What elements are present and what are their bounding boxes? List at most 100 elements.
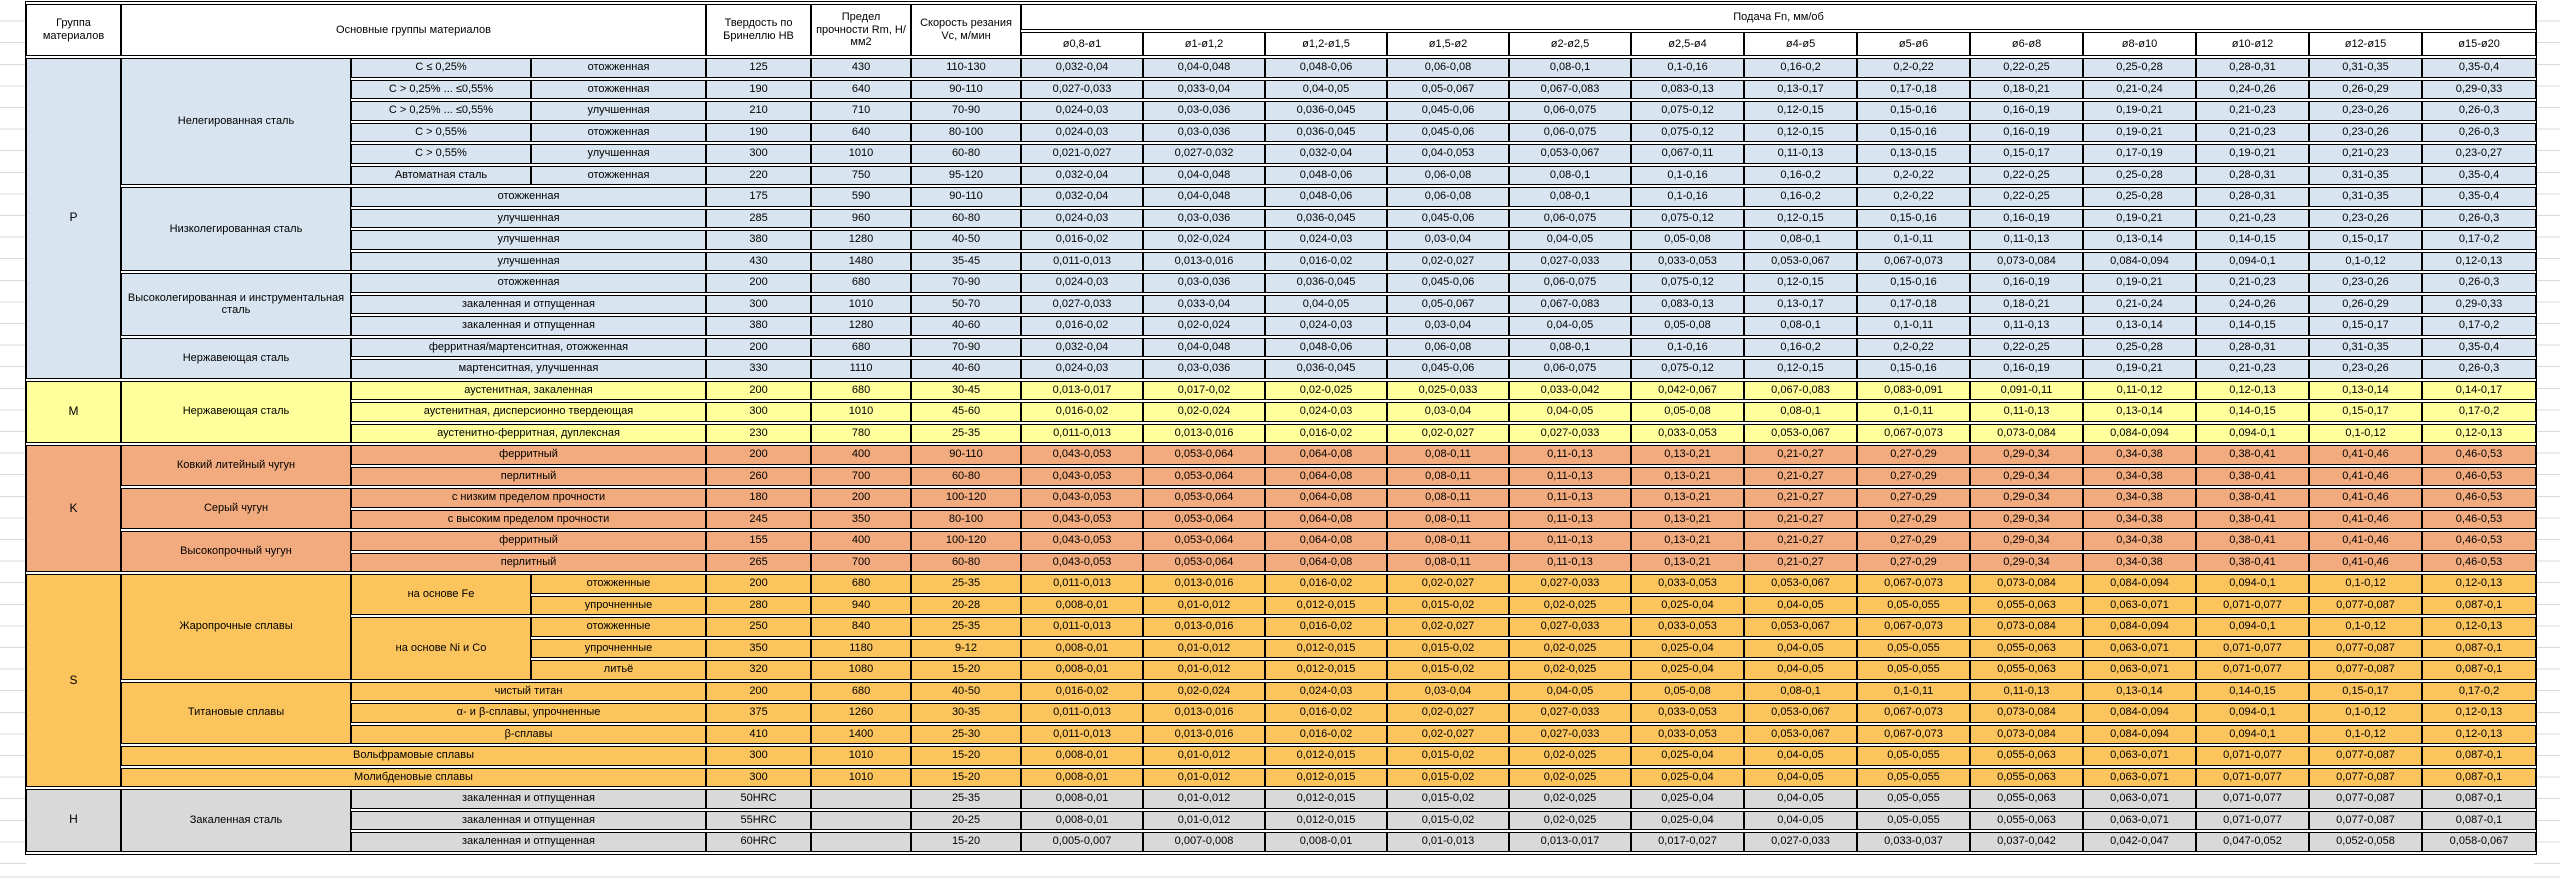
feed-value-cell: 0,043-0,053 — [1021, 531, 1144, 551]
feed-value-cell: 0,043-0,053 — [1021, 552, 1144, 572]
feed-value-cell: 0,024-0,03 — [1265, 681, 1388, 701]
material-sub-cell: аустенитная, дисперсионно твердеющая — [351, 402, 707, 422]
header-diameter-range: ø4-ø5 — [1744, 32, 1858, 56]
feed-value-cell: 0,053-0,067 — [1744, 423, 1858, 443]
feed-value-cell: 0,05-0,067 — [1387, 79, 1510, 99]
feed-value-cell: 0,04-0,05 — [1744, 595, 1858, 615]
feed-value-cell: 0,46-0,53 — [2422, 509, 2537, 529]
feed-value-cell: 0,071-0,077 — [2196, 638, 2310, 658]
feed-value-cell: 0,032-0,04 — [1021, 187, 1144, 207]
feed-value-cell: 0,22-0,25 — [1970, 58, 2084, 78]
strength-cell: 400 — [811, 531, 912, 551]
feed-value-cell: 0,094-0,1 — [2196, 703, 2310, 723]
header-material-group: Группа материалов — [26, 4, 121, 56]
speed-cell: 15-20 — [911, 832, 1022, 852]
feed-value-cell: 0,063-0,071 — [2083, 746, 2197, 766]
feed-value-cell: 0,033-0,042 — [1509, 380, 1632, 400]
feed-value-cell: 0,17-0,2 — [2422, 316, 2537, 336]
feed-value-cell: 0,063-0,071 — [2083, 810, 2197, 830]
material-block-name-cell: Молибденовые сплавы — [121, 767, 707, 787]
feed-value-cell: 0,03-0,036 — [1143, 101, 1266, 121]
feed-value-cell: 0,027-0,033 — [1021, 79, 1144, 99]
feed-value-cell: 0,27-0,29 — [1857, 531, 1971, 551]
feed-value-cell: 0,04-0,048 — [1143, 337, 1266, 357]
feed-value-cell: 0,013-0,016 — [1143, 574, 1266, 594]
feed-value-cell: 0,13-0,14 — [2083, 402, 2197, 422]
feed-value-cell: 0,16-0,2 — [1744, 165, 1858, 185]
strength-cell: 430 — [811, 58, 912, 78]
feed-value-cell: 0,008-0,01 — [1265, 832, 1388, 852]
strength-cell: 1110 — [811, 359, 912, 379]
material-sub-cell: C > 0,25% ... ≤0,55% — [351, 101, 531, 121]
speed-cell: 60-80 — [911, 144, 1022, 164]
feed-value-cell: 0,06-0,08 — [1387, 187, 1510, 207]
speed-cell: 40-50 — [911, 681, 1022, 701]
feed-value-cell: 0,14-0,15 — [2196, 316, 2310, 336]
header-diameter-range: ø5-ø6 — [1857, 32, 1971, 56]
feed-value-cell: 0,077-0,087 — [2309, 595, 2423, 615]
feed-value-cell: 0,28-0,31 — [2196, 165, 2310, 185]
feed-value-cell: 0,04-0,05 — [1509, 681, 1632, 701]
group-code-cell-S: S — [26, 574, 121, 787]
feed-value-cell: 0,045-0,06 — [1387, 208, 1510, 228]
feed-value-cell: 0,016-0,02 — [1021, 230, 1144, 250]
hardness-cell: 220 — [706, 165, 812, 185]
feed-value-cell: 0,16-0,2 — [1744, 337, 1858, 357]
feed-value-cell: 0,033-0,053 — [1631, 617, 1745, 637]
header-diameter-range: ø10-ø12 — [2196, 32, 2310, 56]
feed-value-cell: 0,02-0,027 — [1387, 703, 1510, 723]
feed-value-cell: 0,13-0,21 — [1631, 488, 1745, 508]
feed-value-cell: 0,21-0,27 — [1744, 466, 1858, 486]
strength-cell: 1080 — [811, 660, 912, 680]
feed-value-cell: 0,27-0,29 — [1857, 466, 1971, 486]
spreadsheet-gridlines-bottom — [0, 856, 2560, 880]
feed-value-cell: 0,04-0,053 — [1387, 144, 1510, 164]
strength-cell: 1010 — [811, 294, 912, 314]
feed-value-cell: 0,045-0,06 — [1387, 359, 1510, 379]
feed-value-cell: 0,067-0,073 — [1857, 617, 1971, 637]
feed-value-cell: 0,027-0,033 — [1509, 423, 1632, 443]
table-body: P Нелегированная сталь C ≤ 0,25% отожженная… — [26, 58, 2537, 852]
feed-value-cell: 0,02-0,025 — [1509, 746, 1632, 766]
feed-value-cell: 0,11-0,13 — [1744, 144, 1858, 164]
feed-value-cell: 0,053-0,064 — [1143, 552, 1266, 572]
feed-value-cell: 0,067-0,073 — [1857, 703, 1971, 723]
hardness-cell: 155 — [706, 531, 812, 551]
feed-value-cell: 0,032-0,04 — [1021, 58, 1144, 78]
feed-value-cell: 0,11-0,13 — [1970, 230, 2084, 250]
feed-value-cell: 0,05-0,055 — [1857, 810, 1971, 830]
feed-value-cell: 0,033-0,037 — [1857, 832, 1971, 852]
material-sub-cell: C ≤ 0,25% — [351, 58, 531, 78]
hardness-cell: 125 — [706, 58, 812, 78]
feed-value-cell: 0,025-0,04 — [1631, 767, 1745, 787]
feed-value-cell: 0,027-0,033 — [1744, 832, 1858, 852]
feed-value-cell: 0,055-0,063 — [1970, 595, 2084, 615]
strength-cell: 1010 — [811, 746, 912, 766]
speed-cell: 25-30 — [911, 724, 1022, 744]
feed-value-cell: 0,38-0,41 — [2196, 445, 2310, 465]
material-sub-cell: отожженная — [531, 122, 707, 142]
speed-cell: 70-90 — [911, 273, 1022, 293]
feed-value-cell: 0,03-0,036 — [1143, 359, 1266, 379]
feed-value-cell: 0,05-0,055 — [1857, 767, 1971, 787]
feed-value-cell: 0,071-0,077 — [2196, 767, 2310, 787]
feed-value-cell: 0,053-0,067 — [1744, 703, 1858, 723]
hardness-cell: 190 — [706, 79, 812, 99]
feed-value-cell: 0,02-0,025 — [1265, 380, 1388, 400]
feed-value-cell: 0,03-0,04 — [1387, 230, 1510, 250]
feed-value-cell: 0,073-0,084 — [1970, 617, 2084, 637]
header-diameter-range: ø1,2-ø1,5 — [1265, 32, 1388, 56]
material-sub-cell: с высоким пределом прочности — [351, 509, 707, 529]
feed-value-cell: 0,012-0,015 — [1265, 595, 1388, 615]
feed-value-cell: 0,053-0,067 — [1744, 724, 1858, 744]
speed-cell: 110-130 — [911, 58, 1022, 78]
speed-cell: 90-110 — [911, 187, 1022, 207]
feed-value-cell: 0,29-0,34 — [1970, 445, 2084, 465]
feed-value-cell: 0,2-0,22 — [1857, 187, 1971, 207]
hardness-cell: 380 — [706, 316, 812, 336]
feed-value-cell: 0,08-0,1 — [1744, 402, 1858, 422]
feed-value-cell: 0,31-0,35 — [2309, 165, 2423, 185]
feed-value-cell: 0,19-0,21 — [2083, 273, 2197, 293]
feed-value-cell: 0,032-0,04 — [1021, 337, 1144, 357]
feed-value-cell: 0,053-0,067 — [1744, 251, 1858, 271]
